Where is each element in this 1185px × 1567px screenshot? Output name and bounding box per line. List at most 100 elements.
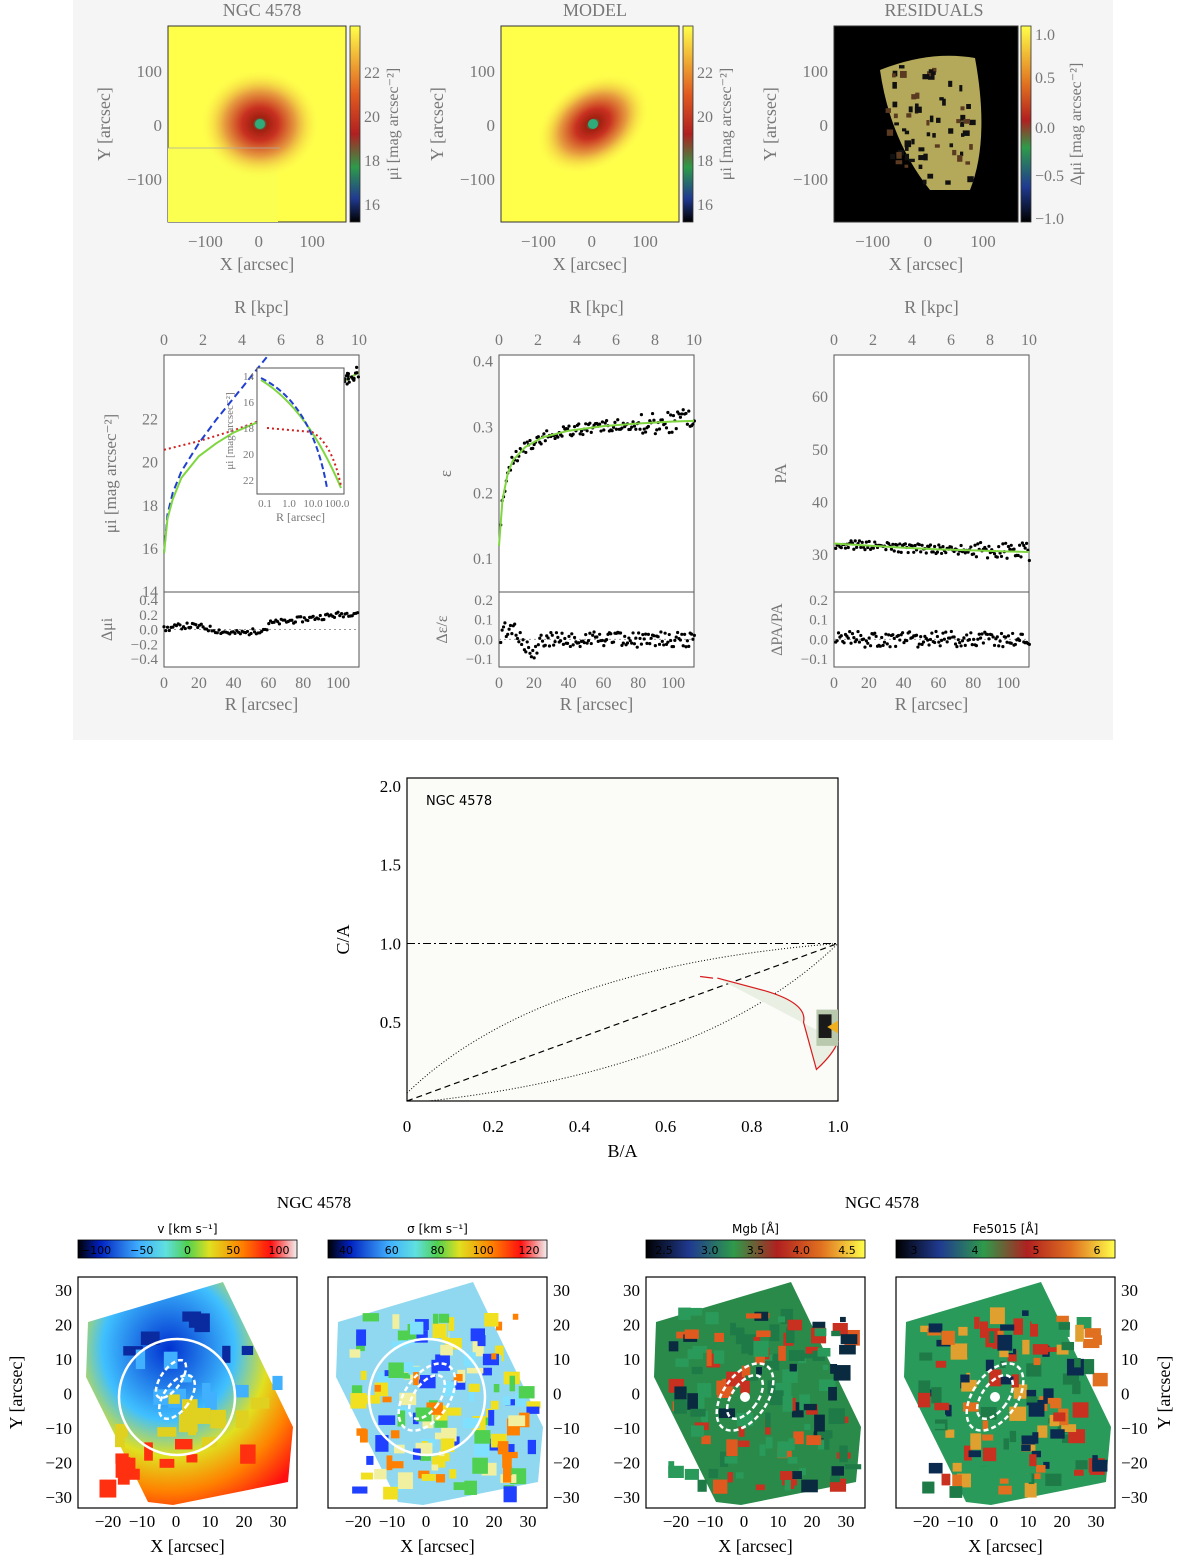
shape-axes: 0 0.2 0.4 0.6 0.8 1.0 0.5 1.0 1.5 2.0 B/A C/A [333, 777, 849, 1161]
residual-point [621, 641, 625, 645]
galaxy-label: NGC 4578 [426, 794, 492, 809]
residual-point [572, 635, 577, 640]
residual-speck [960, 106, 965, 111]
residual-axis-label: Δμi [99, 617, 116, 641]
residual-point [1001, 645, 1005, 649]
map-bin [1068, 1429, 1086, 1444]
data-point [600, 420, 605, 424]
data-point [969, 545, 973, 549]
x-tick-label: 100 [996, 675, 1020, 692]
map-bin [755, 1356, 765, 1364]
x-tick-label: −20 [663, 1512, 690, 1531]
residual-point [939, 638, 944, 642]
map-bin [436, 1453, 450, 1462]
map-bin [767, 1380, 776, 1394]
residual-speck [963, 118, 971, 124]
map-bin [705, 1312, 719, 1325]
data-point [1022, 543, 1026, 548]
map-colorbar [77, 1239, 298, 1259]
map-bin [687, 1393, 698, 1410]
residual-point [885, 642, 889, 646]
boundary-curve-lower [428, 943, 839, 1102]
residual-point [978, 636, 983, 640]
residual-speck [904, 130, 910, 135]
y-tick-label: 0.2 [473, 485, 493, 502]
data-point [664, 426, 669, 430]
residual-point [930, 631, 934, 635]
top-tick-label: 10 [351, 332, 367, 349]
residual-speck [960, 151, 964, 157]
map-bin [684, 1329, 699, 1339]
data-point [834, 546, 838, 550]
data-point [678, 415, 683, 419]
map-bin [1075, 1460, 1088, 1470]
map-bin [724, 1456, 738, 1464]
data-point [978, 540, 983, 545]
colorbar-tick-label: 5 [1033, 1244, 1040, 1257]
map-bin [831, 1330, 841, 1337]
data-point [536, 435, 540, 439]
data-point [906, 550, 910, 555]
residual-point [935, 634, 940, 639]
y-tick-label: 16 [142, 541, 158, 558]
x-tick-label: 20 [1054, 1512, 1071, 1531]
residual-point [272, 620, 276, 624]
colorbar-tick-label: −50 [130, 1244, 153, 1257]
maps-title-right: NGC 4578 [845, 1193, 919, 1212]
map-bin [675, 1358, 689, 1367]
y-tick-label: −100 [460, 170, 495, 189]
map-bin [434, 1432, 444, 1440]
data-point [524, 450, 528, 455]
map-bin [201, 1437, 218, 1448]
map-bin [1092, 1372, 1108, 1387]
x-tick-label: 1.0 [827, 1117, 848, 1136]
data-point [581, 432, 585, 437]
colorbar-tick-label: 18 [697, 153, 713, 170]
map-bin [719, 1451, 729, 1467]
map-bin [817, 1347, 831, 1357]
residual-point [905, 638, 909, 643]
data-point [859, 545, 863, 549]
map-bin [140, 1331, 160, 1346]
x-tick-label: 30 [270, 1512, 287, 1531]
residual-point [529, 655, 533, 659]
residual-point [689, 632, 694, 636]
x-axis-label: R [arcsec] [225, 694, 298, 714]
map-bin [159, 1458, 175, 1468]
data-point [572, 425, 577, 429]
data-point [610, 429, 614, 433]
colorbar-label: Mgb [Å] [732, 1221, 779, 1236]
residual-point [839, 634, 843, 638]
map-bin [792, 1471, 802, 1479]
map-bin [958, 1326, 968, 1336]
data-point [514, 449, 518, 454]
data-point [857, 539, 862, 543]
map-panel: Fe5015 [Å] 3 4 5 6 −20 −10 0 10 20 30 X [arcsec] 30 2… [895, 1221, 1174, 1556]
map-bin [1021, 1435, 1036, 1445]
colorbar-tick-label: 3.5 [747, 1244, 765, 1257]
data-point [855, 545, 859, 549]
map-bin [1084, 1328, 1101, 1338]
map-bin [1072, 1402, 1089, 1418]
data-point [1005, 556, 1009, 560]
colorbar [682, 25, 694, 223]
map-bin [388, 1362, 404, 1379]
data-point [355, 365, 359, 369]
colorbar-tick-label: 1.0 [1035, 27, 1055, 44]
map-colorbar [327, 1239, 548, 1259]
residual-point [595, 635, 599, 639]
map-bin [793, 1431, 804, 1445]
colorbar-label: μi [mag arcsec⁻²] [385, 68, 402, 180]
map-bin [495, 1321, 503, 1331]
map-bin [668, 1465, 684, 1479]
residual-point [582, 641, 586, 645]
residual-speck [926, 71, 932, 77]
data-point [887, 541, 891, 546]
y-tick-label: 0 [154, 116, 163, 135]
x-tick-label: 20 [861, 675, 877, 692]
residual-speck [902, 128, 907, 132]
y-tick-label: 0 [1121, 1385, 1130, 1404]
residual-point [565, 641, 570, 646]
panel-title: NGC 4578 [223, 0, 302, 20]
